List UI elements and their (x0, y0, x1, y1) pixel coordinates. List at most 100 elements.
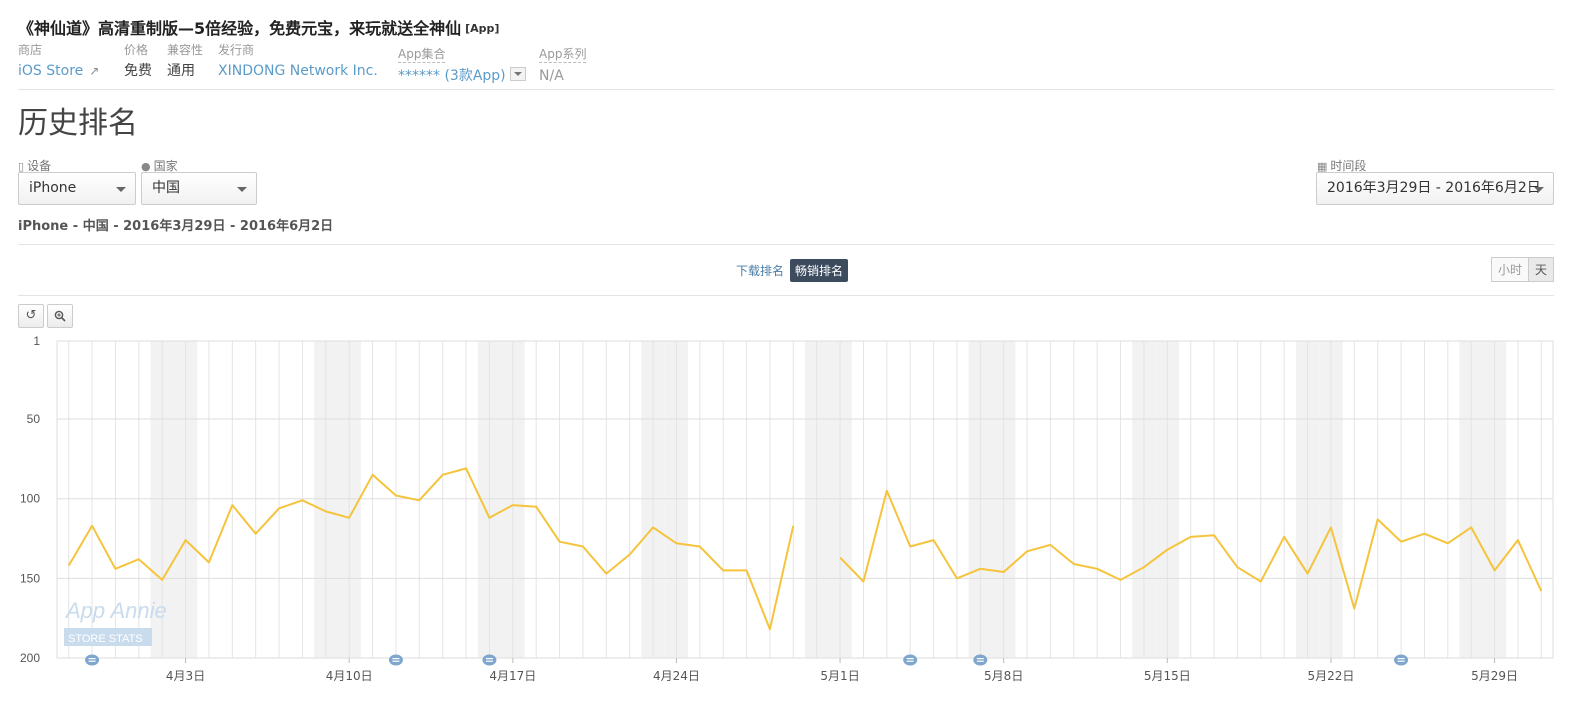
reset-icon[interactable]: ↺ (25, 308, 37, 323)
series-line (839, 489, 1543, 610)
device-select-value[interactable]: iPhone (29, 180, 77, 196)
data-point (862, 580, 864, 582)
data-point (792, 525, 794, 527)
country-filter-label: ● 国家 (141, 157, 178, 174)
x-tick-label: 4月17日 (489, 669, 536, 683)
publisher-label: 发行商 (218, 43, 255, 57)
zoom-button[interactable] (47, 304, 73, 328)
device-select[interactable]: iPhone (18, 172, 136, 205)
store-link[interactable]: iOS Store ↗ (18, 62, 99, 80)
data-point (1517, 539, 1519, 541)
calendar-icon: ▦ (1317, 160, 1328, 173)
external-link-icon[interactable]: ↗ (89, 64, 100, 78)
compat-label: 兼容性 (167, 43, 204, 57)
series-value: N/A (539, 68, 564, 84)
note-bubble-icon (1394, 654, 1409, 666)
compat-value: 通用 (167, 63, 195, 79)
y-tick-label: 50 (27, 412, 41, 426)
watermark-subtitle: STORE STATS (68, 633, 143, 645)
collection-value[interactable]: ****** (3款App) (398, 68, 506, 84)
tab-grossing[interactable]: 畅销排名 (790, 259, 849, 282)
note-bubble-line (1397, 658, 1405, 660)
data-point (582, 545, 584, 547)
country-select[interactable]: 中国 (141, 172, 257, 205)
tab-downloads[interactable]: 下载排名 (736, 264, 785, 278)
data-point (395, 494, 397, 496)
data-point (1213, 534, 1215, 536)
data-point (1002, 571, 1004, 573)
meta-price: 价格 免费 (124, 43, 152, 80)
note-bubble-line (392, 660, 400, 662)
data-point (1119, 579, 1121, 581)
price-label: 价格 (124, 43, 149, 57)
data-point (1189, 536, 1191, 538)
data-point (231, 504, 233, 506)
data-point (325, 510, 327, 512)
data-point (138, 558, 140, 560)
data-point (558, 541, 560, 543)
note-bubble-line (485, 660, 493, 662)
watermark-bar (64, 628, 152, 646)
note-bubble-line (1397, 660, 1405, 662)
data-point (745, 569, 747, 571)
data-point (628, 553, 630, 555)
series-line (67, 467, 795, 631)
country-label-text: 国家 (153, 159, 178, 173)
period-select[interactable]: 2016年3月29日 - 2016年6月2日 (1316, 172, 1554, 205)
country-select-value[interactable]: 中国 (152, 180, 180, 196)
data-point (465, 467, 467, 469)
note-bubble-line (485, 658, 493, 660)
data-point (301, 499, 303, 501)
data-point (1447, 542, 1449, 544)
note-bubble-line (88, 660, 96, 662)
watermark-logo: App Annie (64, 598, 167, 623)
publisher-link[interactable]: XINDONG Network Inc. (218, 63, 378, 79)
note-bubble-line (88, 658, 96, 660)
meta-series: App系列 N/A (539, 43, 587, 85)
section-title: 历史排名 (18, 106, 138, 141)
granularity-day-button[interactable]: 天 (1527, 257, 1554, 282)
x-tick-label: 5月8日 (984, 669, 1023, 683)
store-value[interactable]: iOS Store (18, 63, 84, 79)
data-point (1260, 580, 1262, 582)
chevron-down-icon[interactable] (116, 187, 126, 192)
collection-dropdown-icon[interactable] (509, 67, 526, 81)
granularity-hour-button[interactable]: 小时 (1490, 257, 1529, 282)
divider (18, 295, 1554, 296)
granularity-toggle: 小时天 (1490, 257, 1554, 282)
y-tick-label: 150 (20, 571, 40, 585)
chevron-down-icon[interactable] (1534, 187, 1544, 192)
data-point (114, 568, 116, 570)
data-point (67, 564, 69, 566)
data-point (769, 628, 771, 630)
note-bubble-icon (388, 654, 403, 666)
y-tick-label: 1 (33, 334, 40, 348)
data-point (1306, 572, 1308, 574)
note-bubble-line (906, 660, 914, 662)
filter-summary: iPhone - 中国 - 2016年3月29日 - 2016年6月2日 (18, 219, 334, 234)
reset-zoom-button[interactable]: ↺ (18, 304, 44, 328)
meta-collection: App集合 ****** (3款App) (398, 43, 526, 85)
collection-link[interactable]: ****** (3款App) (398, 67, 526, 85)
data-point (839, 556, 841, 558)
price-value: 免费 (124, 63, 152, 79)
device-filter-label: ▯ 设备 (18, 157, 51, 174)
note-bubble-line (976, 658, 984, 660)
x-tick-label: 5月29日 (1471, 669, 1518, 683)
data-point (512, 504, 514, 506)
data-point (208, 561, 210, 563)
store-label: 商店 (18, 43, 43, 57)
data-point (418, 499, 420, 501)
chevron-down-icon[interactable] (237, 187, 247, 192)
period-select-value[interactable]: 2016年3月29日 - 2016年6月2日 (1327, 180, 1541, 196)
data-point (254, 533, 256, 535)
data-point (1423, 533, 1425, 535)
note-bubble-line (976, 660, 984, 662)
zoom-in-icon[interactable] (54, 310, 66, 322)
rank-type-tabs: 下载排名 畅销排名 (732, 259, 849, 282)
data-point (1073, 563, 1075, 565)
data-point (1493, 569, 1495, 571)
data-point (161, 579, 163, 581)
data-point (1049, 544, 1051, 546)
